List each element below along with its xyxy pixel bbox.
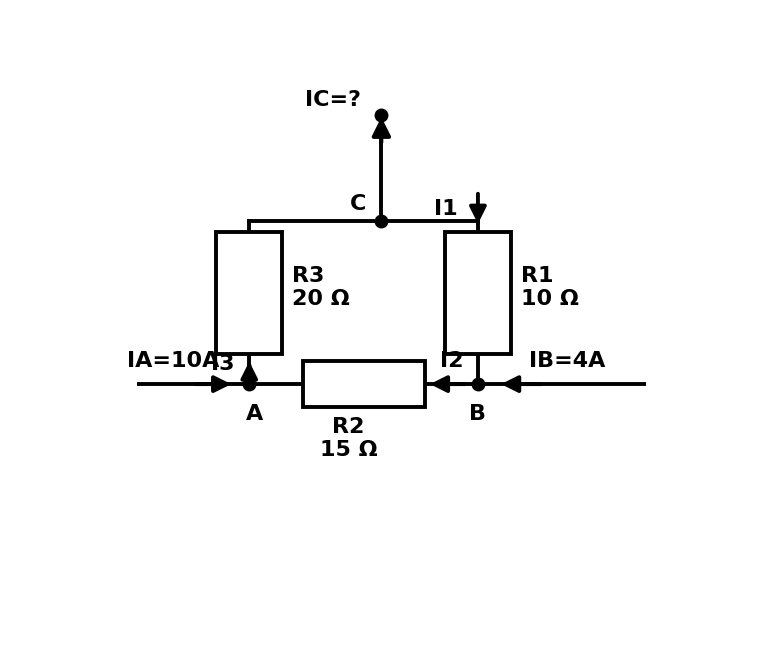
Bar	[216, 232, 282, 354]
Text: I3: I3	[211, 354, 234, 374]
Text: IA=10A: IA=10A	[128, 351, 220, 372]
Text: IC=?: IC=?	[305, 90, 361, 110]
Text: R2
15 Ω: R2 15 Ω	[319, 417, 377, 461]
Text: A: A	[246, 405, 263, 424]
Text: IB=4A: IB=4A	[529, 351, 605, 372]
Bar	[303, 361, 425, 407]
Text: B: B	[469, 405, 487, 424]
Text: C: C	[350, 194, 366, 214]
Bar	[445, 232, 511, 354]
Text: I2: I2	[440, 351, 463, 372]
Text: I1: I1	[434, 199, 458, 219]
Text: R3
20 Ω: R3 20 Ω	[293, 266, 350, 309]
Text: R1
10 Ω: R1 10 Ω	[521, 266, 579, 309]
